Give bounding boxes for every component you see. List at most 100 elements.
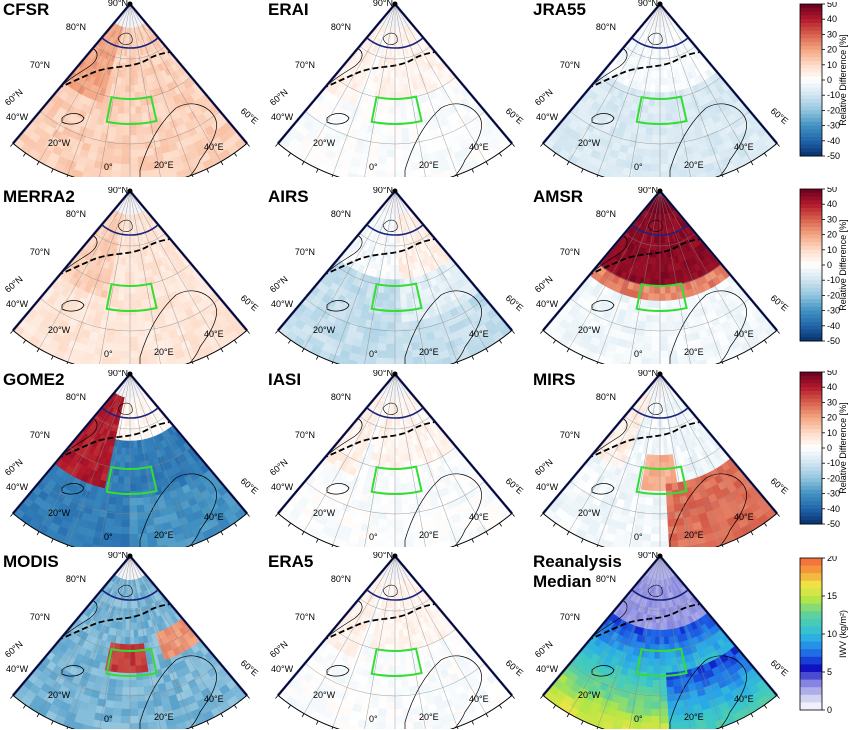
map-panel-cfsr: 90°N 80°N 70°N 60°N 40°W 20°W 0° 20°E 40°E 60°E CF… — [0, 0, 270, 178]
map-label-pole: 90°N — [108, 187, 128, 195]
panel-title: MERRA2 — [3, 187, 75, 206]
map-label-lon40e: 40°E — [469, 142, 489, 152]
map-label-lon0: 0° — [634, 349, 643, 359]
map-label-lon60e: 60°E — [769, 658, 790, 678]
map-label-lat80: 80°N — [66, 574, 86, 584]
map-label-pole: 90°N — [373, 552, 393, 560]
map-label-lat80: 80°N — [596, 392, 616, 402]
map-label-lon20e: 20°E — [419, 347, 439, 357]
map-label-lon20w: 20°W — [48, 325, 71, 335]
map-label-lon60e: 60°E — [769, 106, 790, 126]
colorbar-cb1: 50 40 30 20 10 0 -10 -20 -30 -40 -50 Relative Diffe… — [798, 0, 850, 167]
map-label-lon40e: 40°E — [469, 329, 489, 339]
map-label-lon20e: 20°E — [419, 160, 439, 170]
map-label-lat60: 60°N — [533, 457, 555, 478]
colorbar-tick-label: -30 — [827, 121, 840, 131]
map-label-pole: 90°N — [373, 370, 393, 378]
map-label-lat80: 80°N — [596, 22, 616, 32]
colorbar-tick-label: -10 — [827, 90, 840, 100]
map-label-lon0: 0° — [369, 714, 378, 724]
colorbar-title: Relative Difference [%] — [838, 219, 848, 310]
colorbar-tick-label: 40 — [827, 14, 837, 24]
map-panel-modis: 90°N 80°N 70°N 60°N 40°W 20°W 0° 20°E 40°E 60°E MO… — [0, 552, 270, 730]
map-label-pole: 90°N — [638, 370, 658, 378]
map-label-lat80: 80°N — [596, 574, 616, 584]
map-label-lon0: 0° — [634, 162, 643, 172]
map-label-lon60e: 60°E — [504, 658, 525, 678]
colorbar-cb4: 20 15 10 5 0 IWV (kg/m²) — [798, 553, 850, 721]
map-label-lat60: 60°N — [268, 87, 290, 108]
map-panel-airs: 90°N 80°N 70°N 60°N 40°W 20°W 0° 20°E 40°E 60°E AI… — [265, 187, 535, 365]
map-label-lon60e: 60°E — [769, 293, 790, 313]
panel-title: ERA5 — [268, 552, 314, 571]
colorbar-tick-label: 30 — [827, 214, 837, 224]
map-label-lon40w: 40°W — [536, 664, 559, 674]
map-label-lon20w: 20°W — [578, 138, 601, 148]
map-label-lon40e: 40°E — [204, 142, 224, 152]
colorbar-tick-label: 20 — [827, 413, 837, 423]
sector-map: 90°N 80°N 70°N 60°N 40°W 20°W 0° 20°E 40°E 60°E — [533, 552, 790, 729]
panel-title: CFSR — [3, 0, 50, 19]
map-label-lon0: 0° — [104, 349, 113, 359]
map-label-lon20e: 20°E — [684, 160, 704, 170]
map-label-lat60: 60°N — [268, 457, 290, 478]
colorbar-tick-label: 20 — [827, 45, 837, 55]
colorbar-title: Relative Difference [%] — [838, 402, 848, 493]
colorbar-tick-label: 50 — [827, 187, 837, 194]
colorbar-tick-label: -30 — [827, 306, 840, 316]
colorbar-tick-label: -20 — [827, 105, 840, 115]
map-label-pole: 90°N — [108, 0, 128, 8]
colorbar-tick-label: 30 — [827, 29, 837, 39]
sector-map: 90°N 80°N 70°N 60°N 40°W 20°W 0° 20°E 40°E 60°E — [268, 0, 525, 177]
colorbar-tick-label: -10 — [827, 275, 840, 285]
map-panel-erai: 90°N 80°N 70°N 60°N 40°W 20°W 0° 20°E 40°E 60°E ER… — [265, 0, 535, 178]
map-label-pole: 90°N — [638, 187, 658, 195]
map-label-lon40e: 40°E — [734, 142, 754, 152]
map-label-lon40w: 40°W — [536, 112, 559, 122]
colorbar-tick-label: 20 — [827, 230, 837, 240]
map-label-lat80: 80°N — [66, 22, 86, 32]
map-label-lat60: 60°N — [3, 87, 25, 108]
panel-title: IASI — [268, 370, 302, 389]
map-label-lon20w: 20°W — [313, 508, 336, 518]
map-label-lat60: 60°N — [533, 87, 555, 108]
map-label-lon40e: 40°E — [204, 329, 224, 339]
panel-title: AMSR — [533, 187, 584, 206]
colorbar-tick-label: 40 — [827, 199, 837, 209]
map-label-lat70: 70°N — [30, 60, 50, 70]
map-label-pole: 90°N — [373, 187, 393, 195]
colorbar-tick-label: -30 — [827, 489, 840, 499]
colorbar-tick-label: -50 — [827, 519, 840, 529]
map-label-lat60: 60°N — [3, 274, 25, 295]
map-label-lon60e: 60°E — [239, 476, 260, 496]
sector-map: 90°N 80°N 70°N 60°N 40°W 20°W 0° 20°E 40°E 60°E — [268, 187, 525, 364]
colorbar-tick-label: 0 — [827, 443, 832, 453]
map-label-lon20w: 20°W — [48, 690, 71, 700]
sector-map: 90°N 80°N 70°N 60°N 40°W 20°W 0° 20°E 40°E 60°E — [268, 552, 525, 729]
colorbar-tick-label: -40 — [827, 504, 840, 514]
map-label-lon0: 0° — [104, 714, 113, 724]
panel-title: Reanalysis — [533, 552, 622, 571]
map-label-lon40w: 40°W — [536, 482, 559, 492]
map-label-lon20e: 20°E — [419, 712, 439, 722]
panel-title: JRA55 — [533, 0, 586, 19]
colorbar-tick-label: 40 — [827, 382, 837, 392]
map-label-lat70: 70°N — [295, 430, 315, 440]
map-label-lat70: 70°N — [30, 430, 50, 440]
sector-map: 90°N 80°N 70°N 60°N 40°W 20°W 0° 20°E 40°E 60°E — [3, 552, 260, 729]
map-label-lat80: 80°N — [331, 392, 351, 402]
map-label-lon40e: 40°E — [734, 512, 754, 522]
colorbar-tick-label: 10 — [827, 60, 837, 70]
map-label-lon40w: 40°W — [271, 112, 294, 122]
map-label-lat70: 70°N — [295, 60, 315, 70]
map-label-lon20e: 20°E — [419, 530, 439, 540]
panel-title: GOME2 — [3, 370, 65, 389]
map-panel-mirs: 90°N 80°N 70°N 60°N 40°W 20°W 0° 20°E 40°E 60°E MI… — [530, 370, 800, 548]
map-label-lon20e: 20°E — [154, 347, 174, 357]
map-label-pole: 90°N — [638, 552, 658, 560]
colorbar-tick-label: -20 — [827, 473, 840, 483]
map-label-lon40w: 40°W — [271, 299, 294, 309]
sector-map: 90°N 80°N 70°N 60°N 40°W 20°W 0° 20°E 40°E 60°E — [533, 0, 790, 177]
map-panel-era5: 90°N 80°N 70°N 60°N 40°W 20°W 0° 20°E 40°E 60°E ER… — [265, 552, 535, 730]
panel-title: MODIS — [3, 552, 59, 571]
